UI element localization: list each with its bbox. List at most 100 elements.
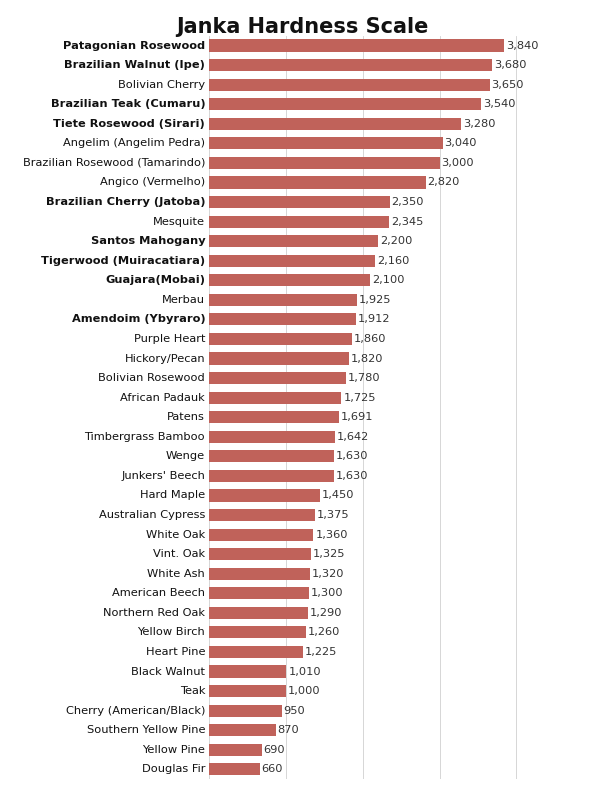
Text: 1,375: 1,375: [316, 510, 349, 520]
Text: 3,280: 3,280: [463, 118, 495, 129]
Text: Hickory/Pecan: Hickory/Pecan: [125, 354, 205, 363]
Bar: [209, 626, 306, 638]
Text: 1,780: 1,780: [348, 373, 380, 383]
Text: 1,325: 1,325: [313, 549, 345, 559]
Bar: [209, 704, 282, 717]
Text: Patens: Patens: [168, 413, 205, 422]
Text: Purple Heart: Purple Heart: [134, 334, 205, 344]
Text: American Beech: American Beech: [112, 588, 205, 599]
Text: 1,320: 1,320: [312, 568, 345, 579]
Text: 2,345: 2,345: [391, 216, 423, 227]
Bar: [209, 313, 356, 325]
Text: Bolivian Rosewood: Bolivian Rosewood: [99, 373, 205, 383]
Text: 2,350: 2,350: [391, 197, 424, 207]
Text: 1,630: 1,630: [336, 452, 368, 461]
Text: Yellow Pine: Yellow Pine: [142, 745, 205, 754]
Bar: [209, 235, 378, 247]
Text: 1,912: 1,912: [358, 314, 390, 324]
Text: Brazilian Walnut (Ipe): Brazilian Walnut (Ipe): [64, 60, 205, 70]
Text: 3,540: 3,540: [483, 99, 515, 109]
Text: Tiete Rosewood (Sirari): Tiete Rosewood (Sirari): [53, 118, 205, 129]
Text: 2,820: 2,820: [428, 177, 460, 188]
Bar: [209, 490, 320, 502]
Text: 870: 870: [278, 725, 299, 735]
Text: Merbau: Merbau: [162, 295, 205, 304]
Text: Wenge: Wenge: [166, 452, 205, 461]
Text: 1,630: 1,630: [336, 471, 368, 481]
Bar: [209, 411, 339, 423]
Text: 1,642: 1,642: [337, 432, 369, 442]
Text: 1,725: 1,725: [344, 393, 376, 402]
Bar: [209, 254, 375, 267]
Bar: [209, 509, 315, 521]
Bar: [209, 59, 492, 72]
Text: 1,820: 1,820: [351, 354, 383, 363]
Text: Amendoim (Ybyraro): Amendoim (Ybyraro): [71, 314, 205, 324]
Text: Heart Pine: Heart Pine: [146, 647, 205, 657]
Bar: [209, 529, 313, 541]
Text: African Padauk: African Padauk: [120, 393, 205, 402]
Text: 3,040: 3,040: [445, 138, 477, 149]
Text: Vint. Oak: Vint. Oak: [153, 549, 205, 559]
Bar: [209, 157, 440, 169]
Bar: [209, 392, 341, 404]
Text: Brazilian Rosewood (Tamarindo): Brazilian Rosewood (Tamarindo): [23, 158, 205, 168]
Text: 1,925: 1,925: [359, 295, 391, 304]
Text: 1,860: 1,860: [354, 334, 386, 344]
Text: 1,450: 1,450: [322, 491, 355, 501]
Bar: [209, 588, 309, 599]
Text: 2,100: 2,100: [372, 275, 405, 285]
Text: 950: 950: [284, 706, 306, 716]
Text: 1,290: 1,290: [310, 608, 342, 618]
Bar: [209, 79, 489, 91]
Bar: [209, 743, 262, 756]
Text: Janka Hardness Scale: Janka Hardness Scale: [176, 17, 429, 37]
Bar: [209, 176, 426, 188]
Text: Timbergrass Bamboo: Timbergrass Bamboo: [85, 432, 205, 442]
Text: Angelim (Angelim Pedra): Angelim (Angelim Pedra): [63, 138, 205, 149]
Text: Douglas Fir: Douglas Fir: [142, 764, 205, 774]
Text: 3,840: 3,840: [506, 41, 538, 51]
Text: 1,010: 1,010: [289, 666, 321, 677]
Bar: [209, 294, 357, 306]
Bar: [209, 118, 461, 130]
Bar: [209, 724, 276, 736]
Text: Brazilian Teak (Cumaru): Brazilian Teak (Cumaru): [51, 99, 205, 109]
Bar: [209, 40, 504, 52]
Bar: [209, 665, 286, 677]
Text: Patagonian Rosewood: Patagonian Rosewood: [63, 41, 205, 51]
Bar: [209, 333, 352, 345]
Text: 660: 660: [261, 764, 283, 774]
Text: Tigerwood (Muiracatiara): Tigerwood (Muiracatiara): [41, 256, 205, 266]
Bar: [209, 215, 389, 227]
Bar: [209, 646, 303, 658]
Text: Black Walnut: Black Walnut: [131, 666, 205, 677]
Text: 1,360: 1,360: [315, 529, 348, 540]
Text: Guajara(Mobai): Guajara(Mobai): [105, 275, 205, 285]
Text: 1,000: 1,000: [287, 686, 320, 696]
Text: Northern Red Oak: Northern Red Oak: [103, 608, 205, 618]
Bar: [209, 568, 310, 580]
Text: 3,000: 3,000: [442, 158, 474, 168]
Text: 2,200: 2,200: [380, 236, 412, 246]
Text: Junkers' Beech: Junkers' Beech: [122, 471, 205, 481]
Bar: [209, 352, 348, 365]
Text: Teak: Teak: [180, 686, 205, 696]
Bar: [209, 763, 260, 775]
Text: 2,160: 2,160: [377, 256, 409, 266]
Text: White Ash: White Ash: [148, 568, 205, 579]
Text: 1,300: 1,300: [311, 588, 343, 599]
Text: Bolivian Cherry: Bolivian Cherry: [118, 80, 205, 90]
Bar: [209, 431, 335, 443]
Bar: [209, 138, 443, 149]
Bar: [209, 548, 311, 560]
Text: Hard Maple: Hard Maple: [140, 491, 205, 501]
Text: Yellow Birch: Yellow Birch: [137, 627, 205, 638]
Bar: [209, 685, 286, 697]
Bar: [209, 274, 370, 286]
Text: 1,691: 1,691: [341, 413, 373, 422]
Text: White Oak: White Oak: [146, 529, 205, 540]
Bar: [209, 470, 334, 482]
Text: Australian Cypress: Australian Cypress: [99, 510, 205, 520]
Text: Mesquite: Mesquite: [153, 216, 205, 227]
